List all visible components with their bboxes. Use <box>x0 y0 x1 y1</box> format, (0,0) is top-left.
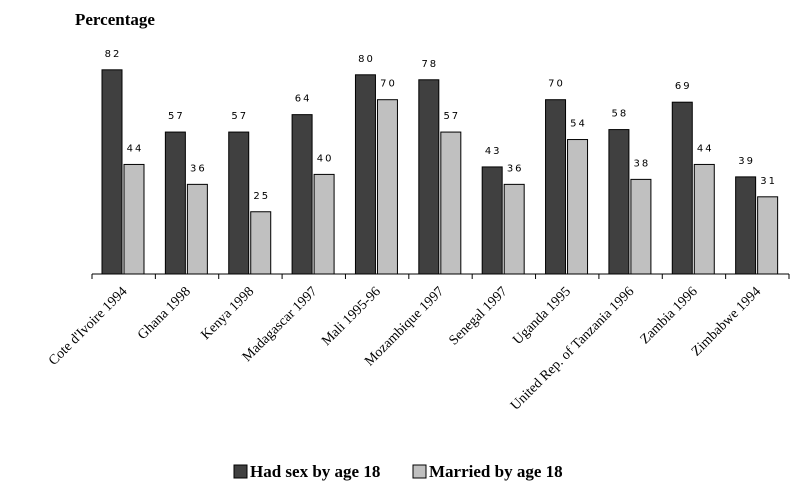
label-had-sex-5: 78 <box>421 59 438 70</box>
data-labels-group: 82 44 57 36 57 25 64 40 80 70 78 57 43 36 70 54 58 38 69 44… <box>105 49 777 202</box>
bar-had-sex-3 <box>291 114 313 275</box>
x-tick-labels: Cote d'Ivoire 1994 Ghana 1998 Kenya 1998 Ma… <box>46 284 764 413</box>
label-married-7: 54 <box>570 119 587 130</box>
label-had-sex-6: 43 <box>485 146 502 157</box>
label-married-5: 57 <box>443 111 460 122</box>
x-tick-label-2: Kenya 1998 <box>199 284 258 343</box>
x-tick-label-4: Mali 1995-96 <box>319 284 384 349</box>
label-had-sex-1: 57 <box>168 111 185 122</box>
bar-had-sex-10 <box>735 176 757 275</box>
bar-married-7 <box>567 139 589 275</box>
legend-had-sex-swatch <box>233 464 248 479</box>
legend: Had sex by age 18 Married by age 18 <box>233 462 563 481</box>
label-had-sex-2: 57 <box>231 111 248 122</box>
bar-had-sex-6 <box>481 166 503 275</box>
bar-married-6 <box>503 183 525 275</box>
bar-married-8 <box>630 178 652 275</box>
label-had-sex-10: 39 <box>738 156 755 167</box>
x-tick-label-6: Senegal 1997 <box>446 284 510 348</box>
bar-had-sex-1 <box>164 131 186 275</box>
bar-married-0 <box>123 163 145 275</box>
label-married-10: 31 <box>760 176 777 187</box>
x-tick-label-8: United Rep. of Tanzania 1996 <box>508 284 637 413</box>
legend-had-sex-label: Had sex by age 18 <box>250 462 380 481</box>
bar-had-sex-5 <box>418 79 440 275</box>
bars-group <box>101 69 779 275</box>
label-had-sex-8: 58 <box>612 109 629 120</box>
bar-had-sex-4 <box>354 74 376 275</box>
bar-married-3 <box>313 173 335 275</box>
x-tick-label-10: Zimbabwe 1994 <box>689 284 764 359</box>
x-tick-label-1: Ghana 1998 <box>135 284 194 343</box>
bar-married-10 <box>757 196 779 275</box>
label-had-sex-0: 82 <box>105 49 122 60</box>
label-had-sex-3: 64 <box>295 94 312 105</box>
bar-had-sex-2 <box>228 131 250 275</box>
label-married-0: 44 <box>127 143 144 154</box>
label-married-8: 38 <box>634 158 651 169</box>
label-had-sex-9: 69 <box>675 81 692 92</box>
label-married-4: 70 <box>380 79 397 90</box>
bar-had-sex-9 <box>671 101 693 275</box>
label-married-2: 25 <box>253 191 270 202</box>
bar-married-9 <box>693 163 715 275</box>
label-had-sex-4: 80 <box>358 54 375 65</box>
x-axis <box>91 273 790 279</box>
bar-had-sex-0 <box>101 69 123 275</box>
label-married-1: 36 <box>190 163 207 174</box>
x-tick-label-7: Uganda 1995 <box>510 284 574 348</box>
bar-had-sex-8 <box>608 129 630 275</box>
y-axis-title: Percentage <box>75 10 155 29</box>
bar-married-1 <box>186 183 208 275</box>
x-tick-label-9: Zambia 1996 <box>638 284 701 347</box>
bar-married-5 <box>440 131 462 275</box>
x-tick-label-0: Cote d'Ivoire 1994 <box>46 284 130 368</box>
bar-married-2 <box>250 211 272 275</box>
label-married-3: 40 <box>317 153 334 164</box>
bar-had-sex-7 <box>545 99 567 275</box>
label-had-sex-7: 70 <box>548 79 565 90</box>
label-married-6: 36 <box>507 163 524 174</box>
legend-married-label: Married by age 18 <box>429 462 563 481</box>
legend-married-swatch <box>412 464 427 479</box>
bar-married-4 <box>376 99 398 275</box>
label-married-9: 44 <box>697 143 714 154</box>
